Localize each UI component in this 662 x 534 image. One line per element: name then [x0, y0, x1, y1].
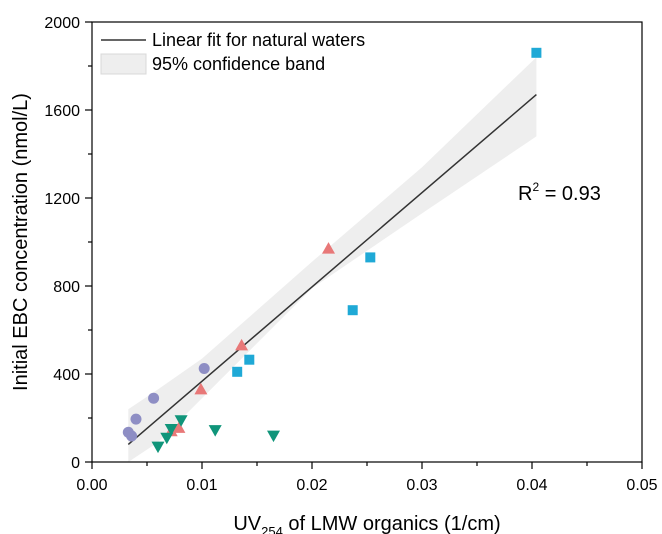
linear-fit-line: [127, 94, 537, 445]
data-point-triangle-down: [267, 430, 280, 443]
y-tick-label: 1600: [44, 103, 80, 120]
data-point-square: [244, 354, 255, 365]
data-point-triangle-down: [208, 425, 222, 437]
y-tick-label: 400: [53, 367, 80, 384]
data-point-triangle-down: [164, 424, 178, 436]
legend-label-fit: Linear fit for natural waters: [152, 30, 365, 50]
data-point-triangle-up: [194, 382, 208, 395]
y-tick-label: 800: [53, 279, 80, 296]
legend-label-band: 95% confidence band: [152, 54, 325, 74]
x-tick-label: 0.03: [406, 477, 437, 494]
legend: Linear fit for natural waters 95% confid…: [100, 30, 365, 75]
data-point-circle: [148, 392, 160, 404]
data-point-triangle-up: [322, 242, 335, 254]
x-axis-title: UV254 of LMW organics (1/cm): [233, 513, 500, 534]
tick-labels: 0.00 0.01 0.02 0.03 0.04 0.05 0 400 800 1200 1600 2…: [44, 15, 657, 494]
y-tick-label: 2000: [44, 15, 80, 32]
y-tick-label: 0: [71, 455, 80, 472]
fit-line-layer: [127, 94, 537, 445]
r-squared-annotation: R2 = 0.93: [518, 180, 601, 205]
confidence-band: [128, 57, 537, 462]
data-points-layer: [122, 47, 542, 454]
data-point-circle: [130, 413, 142, 425]
confidence-band-layer: [128, 57, 537, 462]
data-point-circle: [198, 363, 210, 374]
data-point-circle: [126, 430, 138, 442]
x-tick-label: 0.02: [296, 477, 327, 494]
data-point-square: [365, 252, 376, 263]
data-point-triangle-up: [172, 421, 186, 433]
y-axis-title: Initial EBC concentration (nmol/L): [10, 93, 32, 391]
data-point-square: [347, 305, 358, 316]
data-point-square: [531, 47, 542, 58]
x-tick-label: 0.01: [186, 477, 217, 494]
x-tick-label: 0.04: [516, 477, 547, 494]
x-tick-label: 0.05: [626, 477, 657, 494]
x-tick-label: 0.00: [76, 477, 107, 494]
data-point-triangle-down: [174, 415, 188, 427]
data-point-triangle-down: [151, 441, 165, 454]
data-point-square: [232, 366, 243, 377]
data-point-triangle-up: [235, 338, 249, 351]
tick-marks: [85, 21, 643, 469]
data-point-triangle-down: [160, 432, 174, 445]
y-tick-label: 1200: [44, 191, 80, 208]
legend-band-swatch: [100, 53, 147, 75]
